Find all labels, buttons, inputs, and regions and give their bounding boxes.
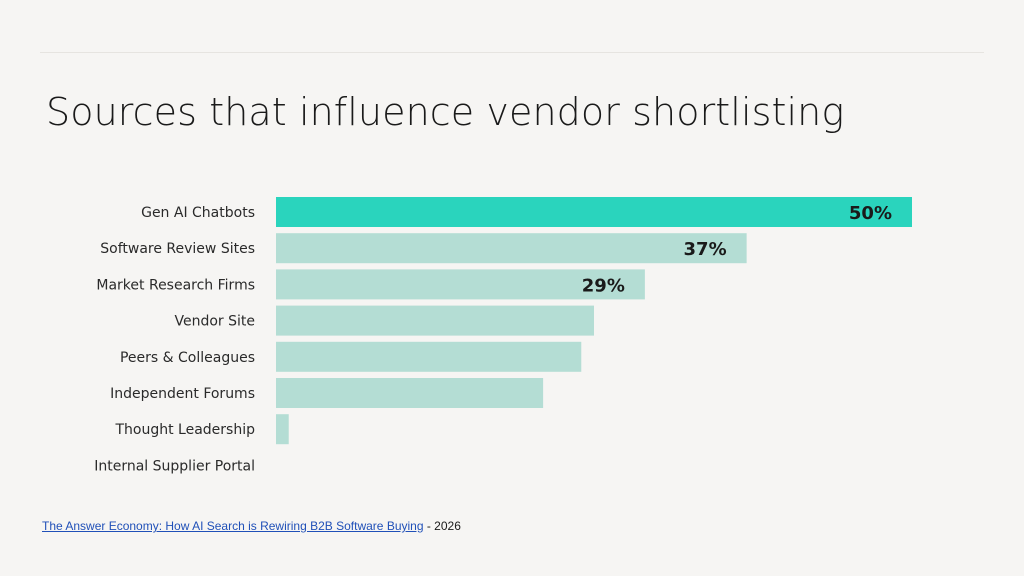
bar — [276, 378, 544, 408]
top-divider — [40, 52, 984, 53]
bar — [276, 341, 582, 372]
bar — [276, 197, 912, 227]
data-label: 29% — [582, 275, 625, 296]
bar — [276, 414, 289, 445]
source-year: - 2026 — [423, 519, 461, 533]
category-label: Gen AI Chatbots — [141, 205, 255, 221]
category-label: Vendor Site — [174, 314, 255, 330]
bar — [276, 233, 747, 264]
bar — [276, 305, 594, 336]
source-citation: The Answer Economy: How AI Search is Rew… — [42, 519, 461, 533]
source-link[interactable]: The Answer Economy: How AI Search is Rew… — [42, 519, 424, 533]
category-label: Thought Leadership — [114, 422, 255, 438]
category-label: Software Review Sites — [100, 241, 255, 257]
category-label: Market Research Firms — [96, 277, 255, 293]
category-label: Independent Forums — [110, 386, 255, 402]
category-label: Internal Supplier Portal — [94, 458, 255, 474]
page-title: Sources that influence vendor shortlisti… — [46, 90, 845, 134]
data-label: 50% — [849, 203, 892, 224]
category-label: Peers & Colleagues — [120, 350, 255, 366]
data-label: 37% — [684, 239, 727, 260]
bar — [276, 269, 645, 300]
